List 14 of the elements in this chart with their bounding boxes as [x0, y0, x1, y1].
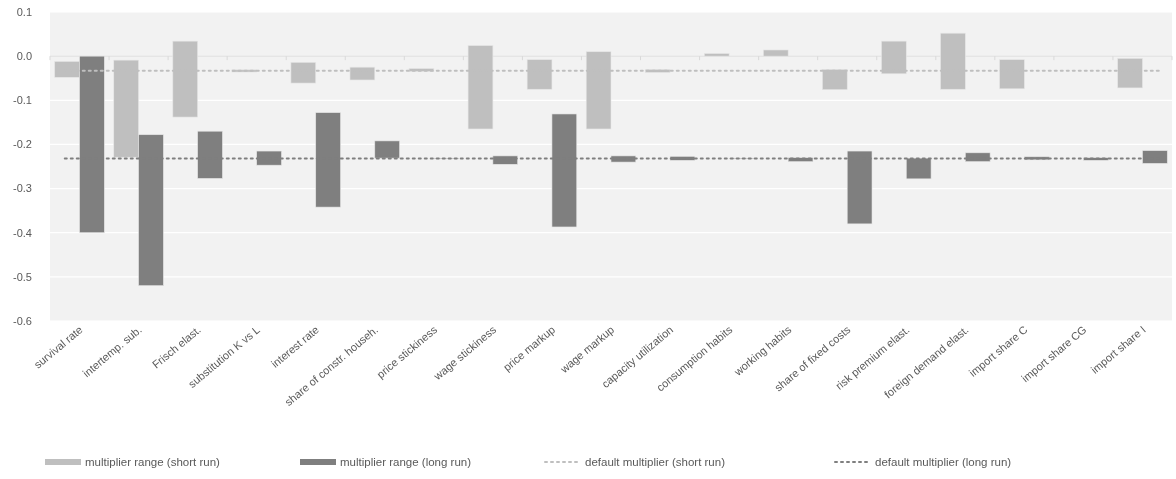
- legend-label: multiplier range (long run): [340, 456, 472, 469]
- legend-label: multiplier range (short run): [85, 456, 221, 469]
- y-tick-label: 0.1: [16, 5, 32, 18]
- y-tick-label: -0.5: [13, 270, 32, 283]
- y-tick-label: -0.4: [13, 226, 32, 239]
- legend-label: default multiplier (short run): [585, 456, 726, 469]
- legend-label: default multiplier (long run): [875, 456, 1012, 469]
- y-tick-label: -0.2: [13, 138, 32, 151]
- y-tick-label: 0.0: [16, 49, 32, 62]
- bar: [763, 49, 789, 57]
- bar: [704, 53, 730, 57]
- y-tick-label: -0.3: [13, 182, 32, 195]
- y-tick-label: -0.6: [13, 314, 32, 327]
- y-tick-label: -0.1: [13, 94, 32, 107]
